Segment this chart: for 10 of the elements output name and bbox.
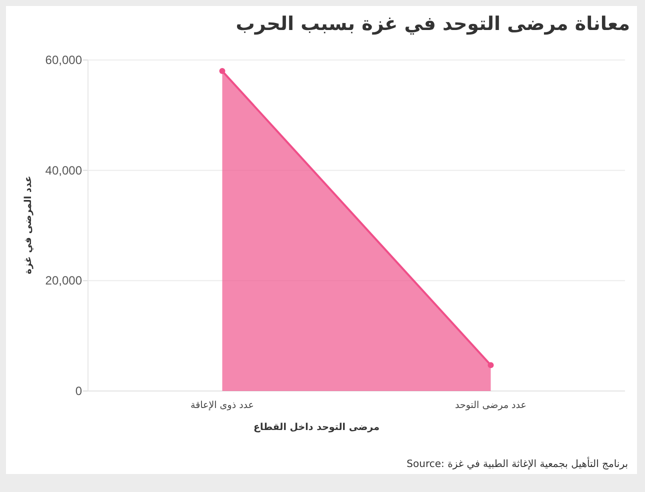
y-tick-label: 40,000	[45, 163, 82, 178]
source-note: Source: برنامج التأهيل بجمعية الإغاثة الطبية في غزة	[406, 456, 628, 470]
y-axis-title: عدد المرضى في غزة	[23, 176, 34, 274]
x-tick-label: عدد مرضى التوحد	[455, 400, 526, 411]
chart-title: معاناة مرضى التوحد في غزة بسبب الحرب	[236, 13, 630, 35]
x-axis-title: مرضى التوحد داخل القطاع	[254, 422, 380, 433]
x-tick-label: عدد ذوى الإعاقة	[190, 400, 254, 411]
y-tick-label: 20,000	[45, 274, 82, 288]
y-tick-label: 0	[75, 384, 82, 398]
y-tick-label: 60,000	[45, 53, 82, 67]
